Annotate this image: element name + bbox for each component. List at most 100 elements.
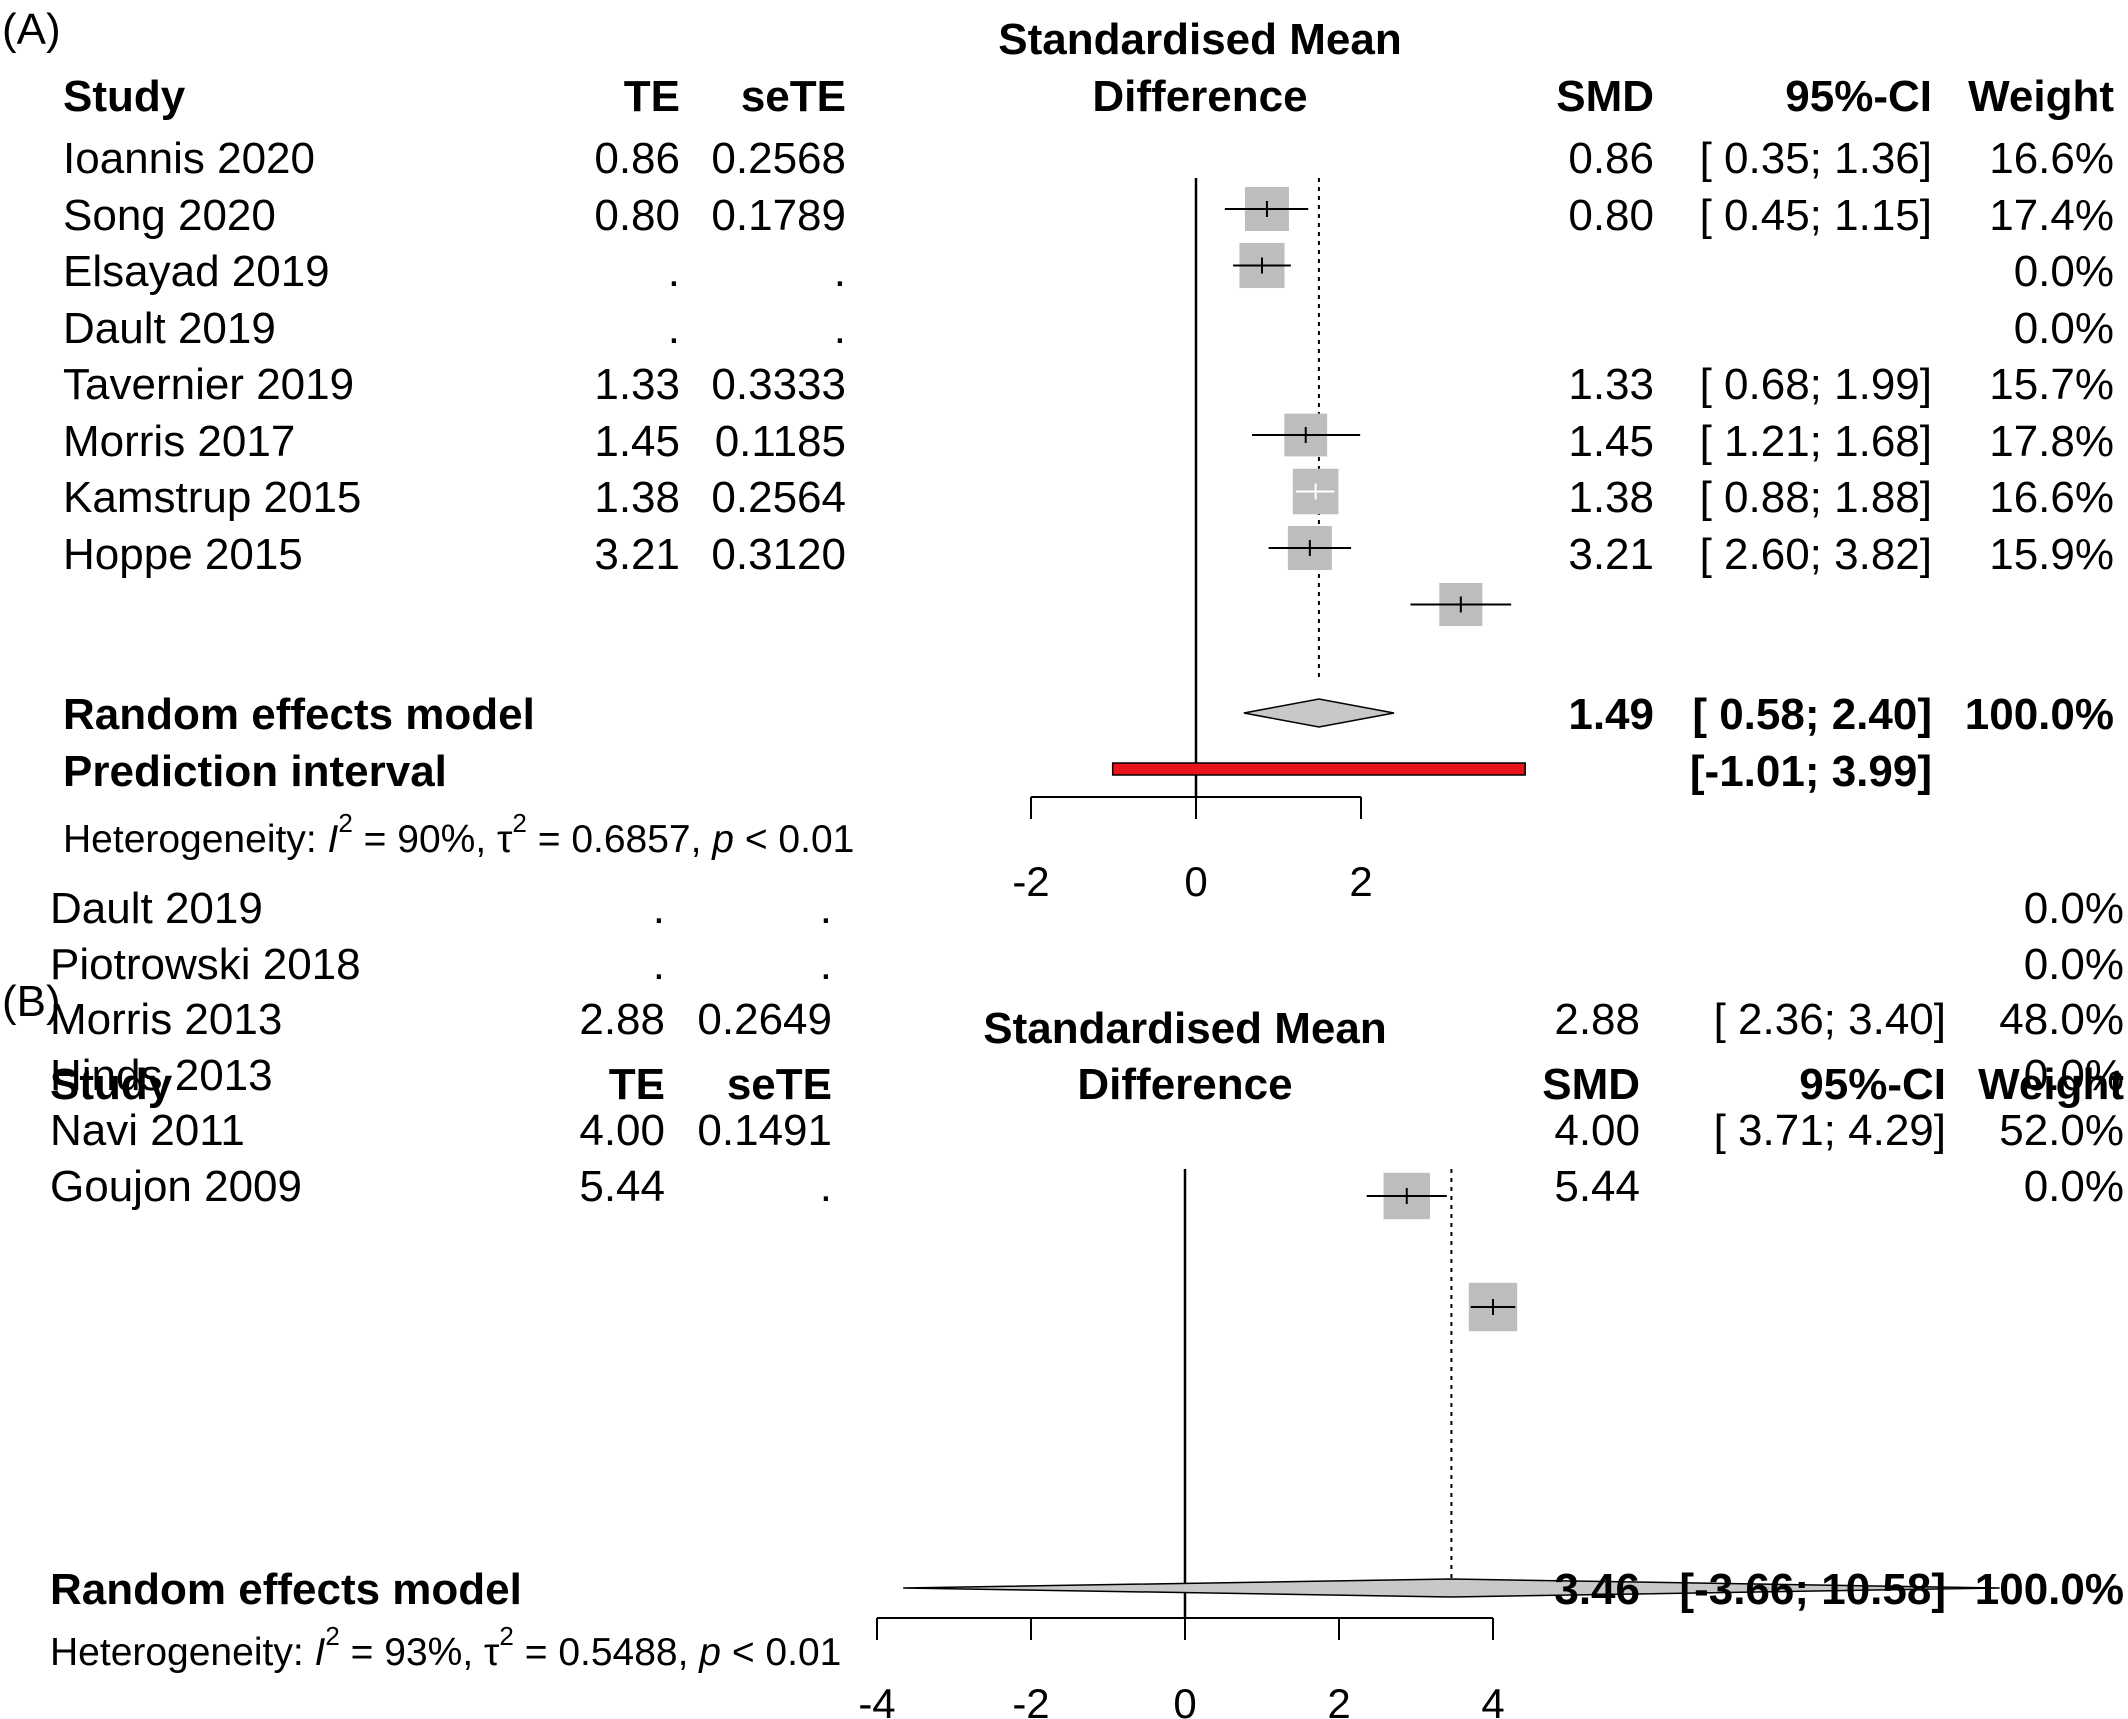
smd-value: 3.21 — [1568, 529, 1654, 579]
study-name: Hinds 2013 — [50, 1050, 273, 1100]
study-name: Ioannis 2020 — [63, 134, 315, 183]
x-tick-label: 0 — [1184, 858, 1207, 905]
sete-value: . — [819, 939, 832, 989]
te-value: . — [667, 247, 680, 296]
study-name: Morris 2017 — [63, 416, 296, 466]
weight-value: 16.6% — [1989, 134, 2114, 183]
weight-value: 0.0% — [2023, 884, 2124, 933]
study-name: Tavernier 2019 — [63, 360, 355, 409]
forest-plot-area-a: -2 0 2 — [1012, 178, 1526, 905]
plot-title-line2: Difference — [1077, 1060, 1293, 1109]
header-weight: Weight — [1968, 72, 2114, 121]
weight-value: 16.6% — [1989, 473, 2114, 522]
ci-value: [ 2.36; 3.40] — [1713, 995, 1946, 1044]
random-effects-smd: 1.49 — [1568, 690, 1654, 739]
x-tick-label: 2 — [1327, 1680, 1350, 1719]
random-effects-label: Random effects model — [50, 1565, 522, 1614]
prediction-interval-label: Prediction interval — [63, 747, 447, 796]
random-effects-diamond — [1243, 698, 1395, 728]
header-study: Study — [50, 1060, 173, 1109]
prediction-interval-bar — [1111, 762, 1526, 776]
te-value: . — [652, 884, 665, 933]
sete-value: 0.3120 — [711, 529, 846, 579]
header-ci: 95%-CI — [1799, 1060, 1946, 1109]
sete-value: 0.1491 — [697, 1106, 832, 1155]
smd-value: 1.38 — [1568, 473, 1654, 522]
ci-value: [ 1.21; 1.68] — [1699, 416, 1932, 466]
heterogeneity-text: Heterogeneity: I2 = 90%, τ2 = 0.6857, p … — [63, 808, 855, 861]
random-effects-weight: 100.0% — [1974, 1565, 2124, 1614]
forest-plot-b: (B) Standardised Mean Difference Study T… — [0, 887, 2128, 1719]
x-tick-label: 2 — [1349, 858, 1372, 905]
sete-value: . — [833, 247, 846, 296]
sete-value: 0.2649 — [697, 995, 832, 1044]
prediction-interval-ci: [-1.01; 3.99] — [1689, 747, 1932, 796]
sete-value: . — [819, 884, 832, 933]
x-tick-label: -2 — [1012, 1680, 1049, 1719]
study-name: Hoppe 2015 — [63, 529, 303, 579]
te-value: 2.88 — [579, 995, 665, 1044]
te-value: . — [667, 303, 680, 353]
random-effects-weight: 100.0% — [1964, 690, 2114, 739]
smd-value: 4.00 — [1554, 1106, 1640, 1155]
x-tick-label: -2 — [1012, 858, 1049, 905]
header-smd: SMD — [1542, 1060, 1640, 1109]
x-tick-label: 0 — [1173, 1680, 1196, 1719]
ci-value: [ 3.71; 4.29] — [1713, 1106, 1946, 1155]
random-effects-ci: [-3.66; 10.58] — [1679, 1565, 1946, 1614]
sete-value: 0.1185 — [714, 416, 846, 466]
weight-value: 17.4% — [1989, 190, 2114, 240]
random-effects-ci: [ 0.58; 2.40] — [1692, 690, 1932, 739]
forest-plot-a: (A) Standardised Mean Difference Study T… — [2, 5, 2114, 906]
te-value: 1.33 — [594, 360, 680, 409]
header-weight: Weight — [1978, 1060, 2124, 1109]
sete-value: . — [819, 1050, 832, 1100]
te-value: 3.21 — [594, 529, 680, 579]
te-value: 4.00 — [579, 1106, 665, 1155]
random-effects-smd: 3.46 — [1554, 1565, 1640, 1614]
te-value: 1.38 — [594, 473, 680, 522]
te-value: 5.44 — [579, 1161, 665, 1211]
plot-title-line2: Difference — [1092, 72, 1308, 121]
plot-title-line1: Standardised Mean — [998, 15, 1402, 64]
te-value: . — [652, 939, 665, 989]
weight-value: 15.7% — [1989, 360, 2114, 409]
weight-value: 0.0% — [2023, 1161, 2124, 1211]
sete-value: . — [833, 303, 846, 353]
random-effects-diamond — [903, 1578, 2000, 1598]
heterogeneity-text: Heterogeneity: I2 = 93%, τ2 = 0.5488, p … — [50, 1621, 842, 1674]
study-name: Morris 2013 — [50, 995, 283, 1044]
study-name: Goujon 2009 — [50, 1161, 302, 1211]
te-value: . — [652, 1050, 665, 1100]
ci-value: [ 0.45; 1.15] — [1699, 190, 1932, 240]
header-te: TE — [623, 72, 680, 121]
weight-value: 15.9% — [1989, 529, 2114, 579]
header-smd: SMD — [1556, 72, 1654, 121]
study-name: Dault 2019 — [63, 303, 276, 353]
smd-value: 5.44 — [1554, 1161, 1640, 1211]
x-tick-label: 4 — [1481, 1680, 1504, 1719]
header-sete: seTE — [726, 1060, 832, 1109]
study-name: Song 2020 — [63, 190, 276, 240]
ci-value: [ 0.35; 1.36] — [1699, 134, 1932, 183]
sete-value: 0.2564 — [711, 473, 846, 522]
smd-value: 2.88 — [1554, 995, 1640, 1044]
te-value: 0.80 — [594, 190, 680, 240]
sete-value: 0.2568 — [711, 134, 846, 183]
header-sete: seTE — [740, 72, 846, 121]
weight-value: 0.0% — [2023, 1050, 2124, 1100]
random-effects-label: Random effects model — [63, 690, 535, 739]
smd-value: 0.80 — [1568, 190, 1654, 240]
plot-title-line1: Standardised Mean — [983, 1004, 1387, 1053]
weight-value: 17.8% — [1989, 416, 2114, 466]
smd-value: 0.86 — [1568, 134, 1654, 183]
study-name: Dault 2019 — [50, 884, 263, 933]
weight-value: 52.0% — [1999, 1106, 2124, 1155]
panel-label: (A) — [2, 5, 61, 54]
sete-value: 0.3333 — [711, 360, 846, 409]
forest-plot-area-b: -4 -2 0 2 4 — [858, 1169, 2000, 1719]
weight-value: 0.0% — [2013, 303, 2114, 353]
smd-value: 1.45 — [1568, 416, 1654, 466]
te-value: 0.86 — [594, 134, 680, 183]
study-name: Piotrowski 2018 — [50, 939, 361, 989]
